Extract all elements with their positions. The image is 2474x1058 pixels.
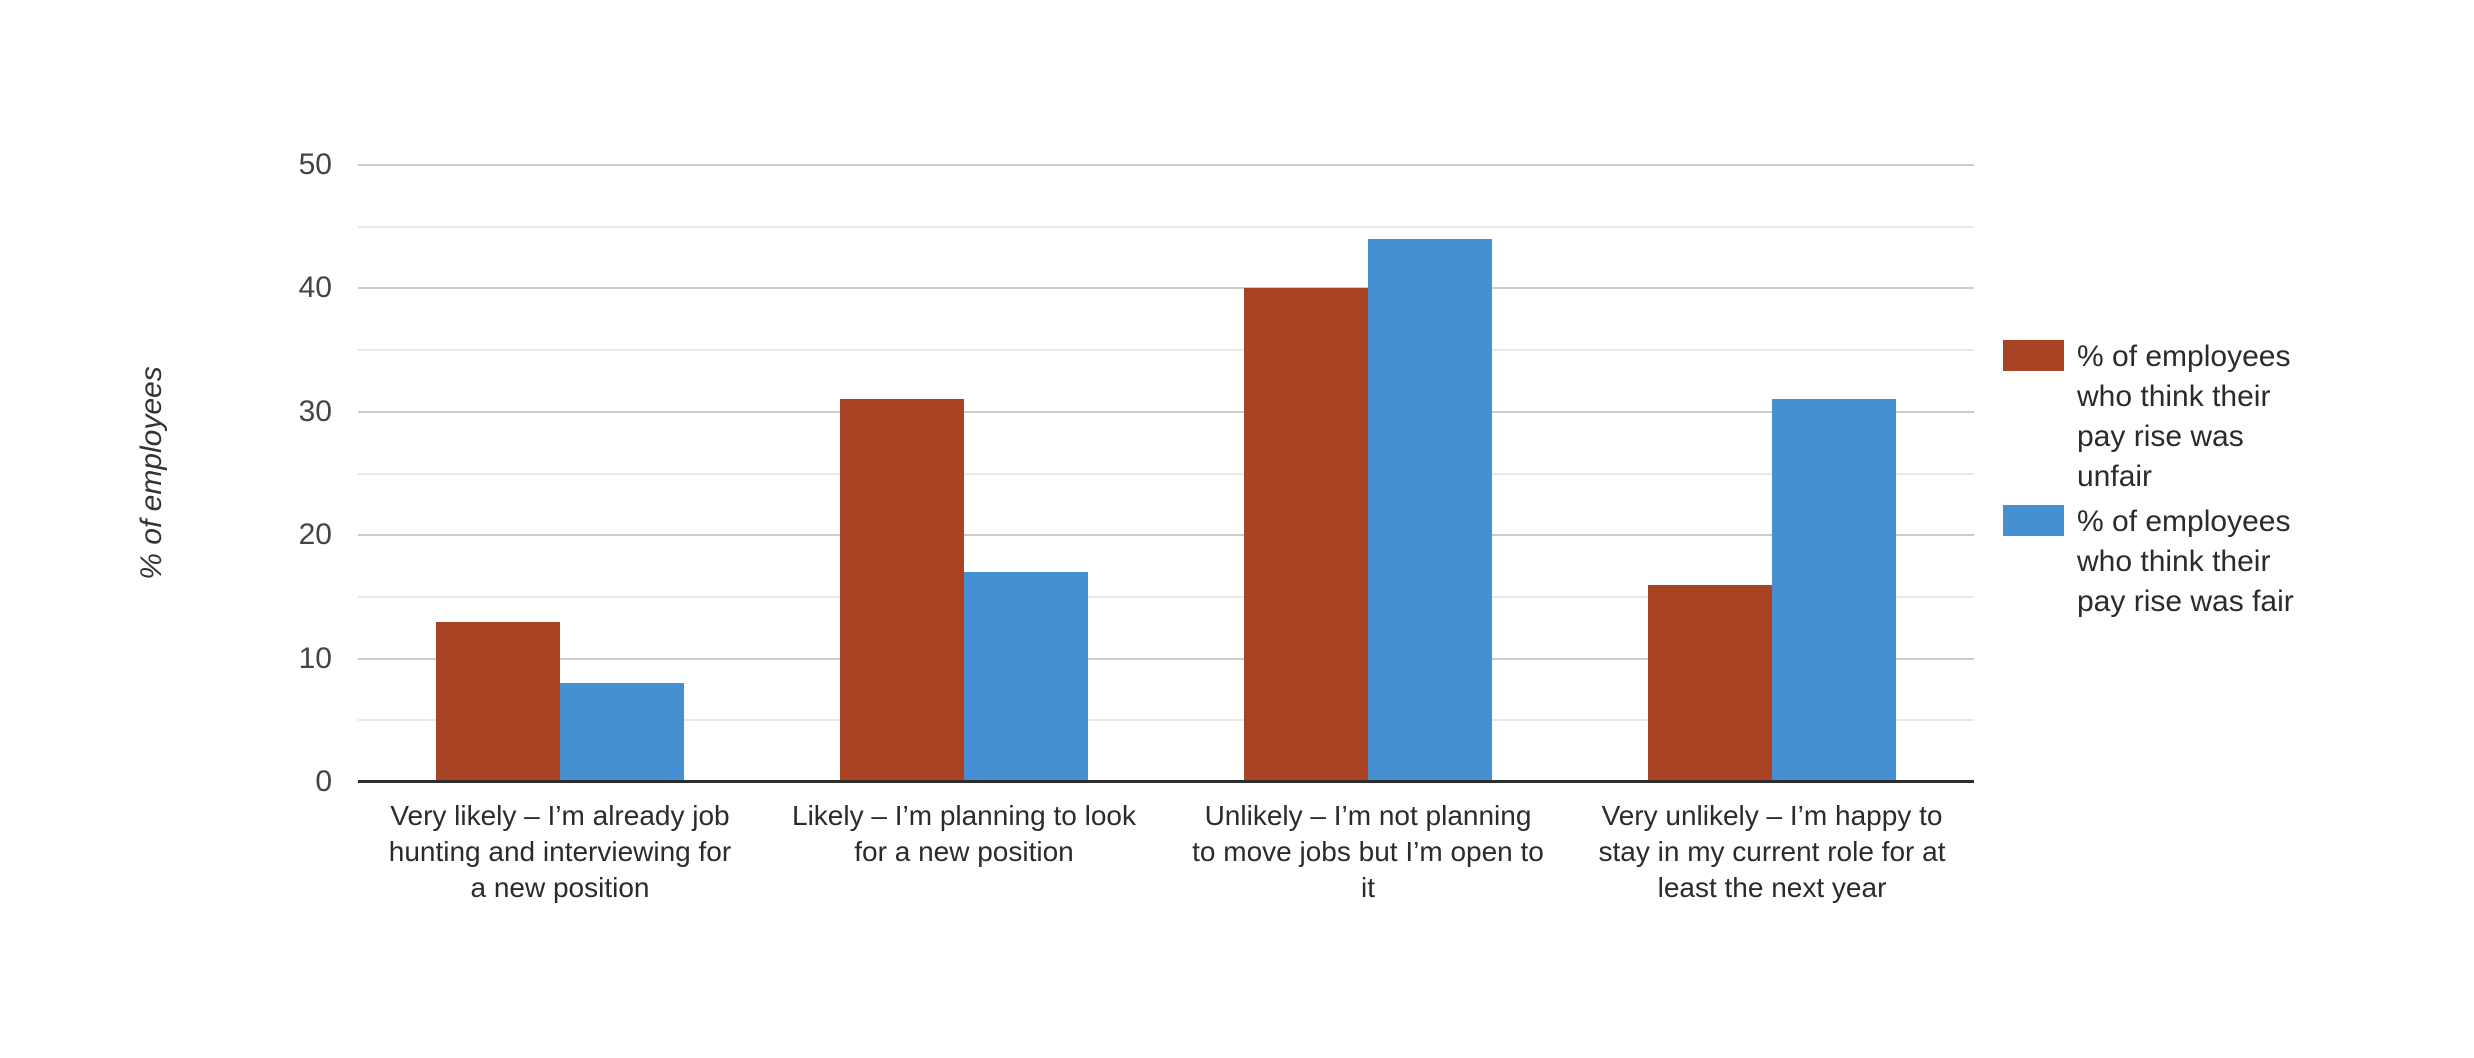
x-category-label-line: hunting and interviewing for bbox=[388, 836, 732, 867]
legend-label-line: pay rise was bbox=[2077, 420, 2244, 453]
x-category-label-line: a new position bbox=[470, 872, 650, 903]
minor-gridline bbox=[358, 349, 1974, 352]
legend-label-line: % of employees bbox=[2077, 340, 2291, 373]
x-axis-line bbox=[358, 780, 1974, 783]
x-category-label-line: Unlikely – I’m not planning bbox=[1204, 800, 1532, 831]
major-gridline bbox=[358, 534, 1974, 537]
legend-item-unfair: % of employees who think their pay rise wa… bbox=[2003, 337, 2290, 497]
x-category-label-line: Very likely – I’m already job bbox=[390, 800, 730, 831]
y-tick-label: 10 bbox=[298, 641, 332, 675]
y-axis-title: % of employees bbox=[135, 366, 168, 580]
bar-fair-group-2 bbox=[964, 572, 1088, 782]
x-category-label-line: for a new position bbox=[854, 836, 1074, 867]
bar-fair-group-4 bbox=[1772, 399, 1896, 782]
legend-label-line: unfair bbox=[2077, 460, 2153, 493]
legend-label-line: who think their bbox=[2077, 545, 2271, 578]
x-category-label-line: stay in my current role for at bbox=[1598, 836, 1946, 867]
legend-item-fair: % of employees who think their pay rise wa… bbox=[2003, 502, 2294, 622]
bar-unfair-group-2 bbox=[840, 399, 964, 782]
bar-fair-group-1 bbox=[560, 683, 684, 782]
y-tick-label: 30 bbox=[298, 394, 332, 428]
x-category-label-line: Likely – I’m planning to look bbox=[792, 800, 1136, 831]
x-category-label-line: Very unlikely – I’m happy to bbox=[1601, 800, 1943, 831]
y-tick-label: 20 bbox=[298, 518, 332, 552]
y-tick-label: 0 bbox=[315, 765, 332, 798]
x-category-label: Likely – I’m planning to look for a new p… bbox=[762, 798, 1166, 870]
y-tick-label: 50 bbox=[298, 148, 332, 181]
bar-fair-group-3 bbox=[1368, 239, 1492, 782]
legend-label: % of employees who think their pay rise wa… bbox=[2077, 502, 2294, 622]
legend-label-line: % of employees bbox=[2077, 505, 2291, 538]
major-gridline bbox=[358, 164, 1974, 166]
x-category-label-line: to move jobs but I’m open to bbox=[1192, 836, 1544, 867]
legend-swatch-fair bbox=[2003, 505, 2064, 536]
legend-label-line: who think their bbox=[2077, 380, 2271, 413]
legend-label-line: pay rise was fair bbox=[2077, 585, 2294, 618]
major-gridline bbox=[358, 410, 1974, 413]
bar-unfair-group-1 bbox=[436, 621, 560, 782]
legend-swatch-unfair bbox=[2003, 340, 2064, 371]
x-category-label-line: least the next year bbox=[1657, 872, 1887, 903]
legend-label: % of employees who think their pay rise wa… bbox=[2077, 337, 2290, 497]
x-category-label: Very likely – I’m already job hunting and… bbox=[358, 798, 762, 906]
x-category-label: Very unlikely – I’m happy to stay in my c… bbox=[1570, 798, 1974, 906]
minor-gridline bbox=[358, 225, 1974, 228]
x-category-label-line: it bbox=[1361, 872, 1375, 903]
major-gridline bbox=[358, 657, 1974, 660]
bar-unfair-group-3 bbox=[1244, 288, 1368, 782]
plot-area bbox=[358, 164, 1974, 783]
y-tick-label: 40 bbox=[298, 271, 332, 305]
minor-gridline bbox=[358, 719, 1974, 722]
major-gridline bbox=[358, 287, 1974, 290]
x-category-label: Unlikely – I’m not planning to move jobs … bbox=[1166, 798, 1570, 906]
bar-unfair-group-4 bbox=[1648, 584, 1772, 782]
minor-gridline bbox=[358, 595, 1974, 598]
minor-gridline bbox=[358, 472, 1974, 475]
